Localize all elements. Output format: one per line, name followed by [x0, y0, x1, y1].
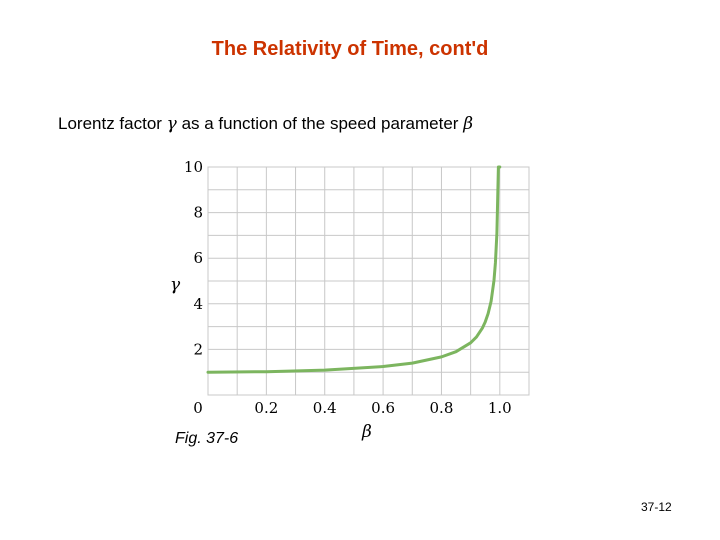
x-tick-label: 1.0 — [488, 399, 512, 417]
y-tick-label: 8 — [193, 204, 203, 222]
figure-caption: Fig. 37-6 — [175, 430, 239, 447]
grid-lines — [208, 167, 529, 395]
beta-symbol: β — [463, 114, 474, 134]
lorentz-factor-curve — [206, 165, 502, 374]
slide-title: The Relativity of Time, cont'd — [211, 38, 489, 60]
x-tick-label: 0 — [193, 399, 203, 417]
y-tick-label: 10 — [184, 158, 203, 176]
subtitle-mid: as a function of the speed parameter — [176, 114, 464, 133]
data-lines — [206, 165, 502, 374]
y-tick-label: 6 — [193, 249, 203, 267]
y-axis-label: γ — [170, 275, 181, 295]
x-tick-labels: 0 0.2 0.4 0.6 0.8 1.0 — [193, 399, 512, 417]
x-tick-label: 0.2 — [254, 399, 278, 417]
x-axis-label: β — [361, 422, 372, 442]
x-tick-label: 0.6 — [371, 399, 395, 417]
y-tick-label: 4 — [193, 295, 203, 313]
y-tick-labels: 2 4 6 8 10 — [184, 158, 203, 358]
x-tick-label: 0.8 — [430, 399, 454, 417]
chart-description: Lorentz factor γ as a function of the sp… — [58, 114, 473, 134]
x-tick-label: 0.4 — [313, 399, 337, 417]
subtitle-prefix: Lorentz factor — [58, 114, 167, 133]
gamma-symbol: γ — [166, 114, 177, 134]
slide-number: 37-12 — [641, 500, 672, 514]
y-tick-label: 2 — [193, 340, 203, 358]
